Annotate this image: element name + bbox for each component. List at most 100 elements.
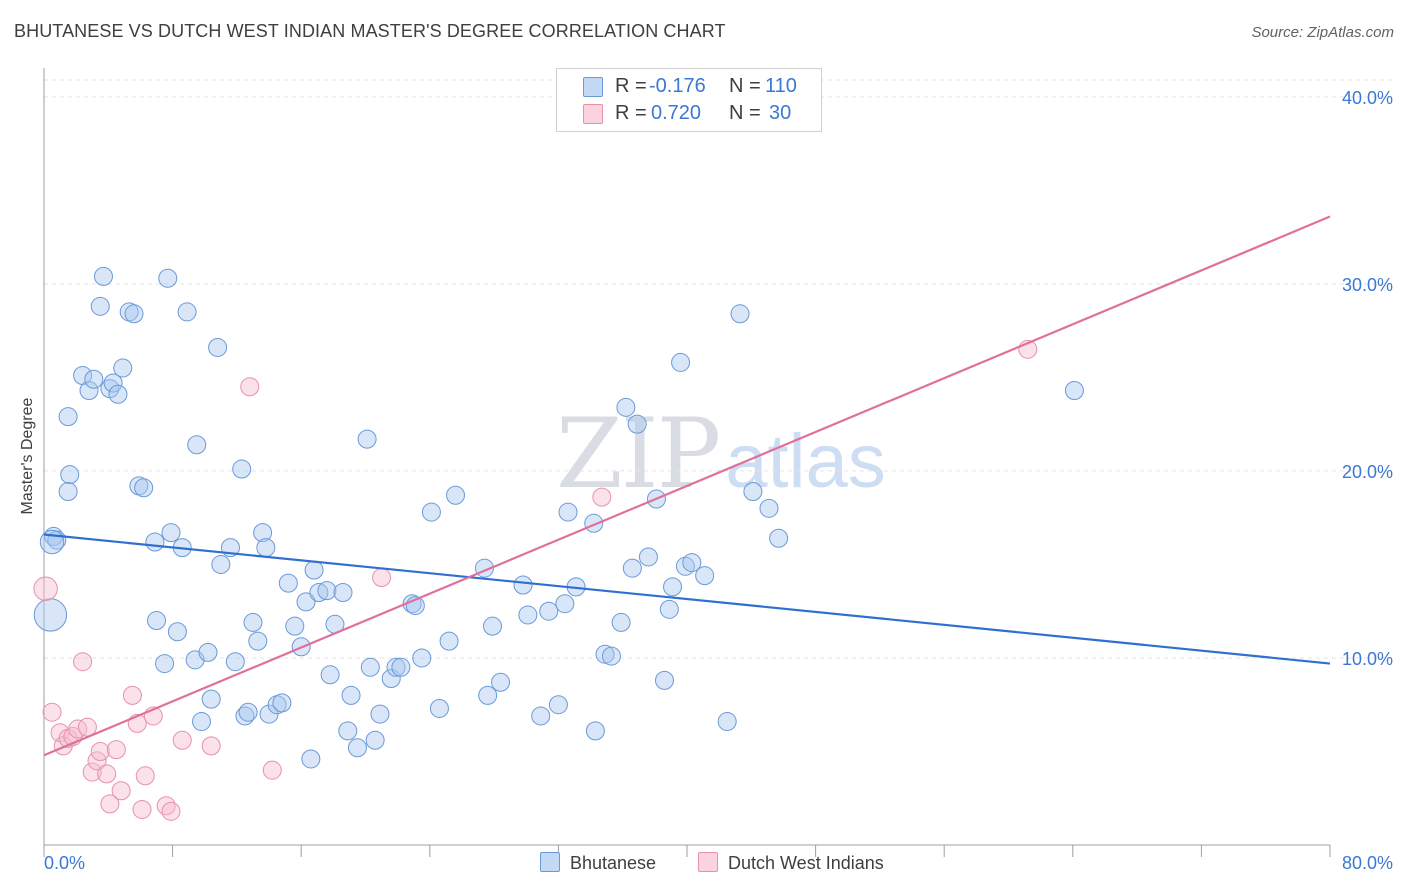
bhutanese-point <box>58 481 78 501</box>
y-tick-label: 30.0% <box>1342 275 1393 295</box>
dutch-west-indians-point <box>201 736 221 756</box>
bottom-legend-swatch-pink <box>698 852 718 872</box>
bhutanese-point <box>531 706 551 726</box>
bhutanese-point <box>320 665 340 685</box>
bhutanese-point <box>301 749 321 769</box>
watermark-atlas: atlas <box>725 419 886 504</box>
bhutanese-point <box>256 538 276 558</box>
bhutanese-point <box>145 532 165 552</box>
bhutanese-point <box>360 657 380 677</box>
bottom-legend-label: Bhutanese <box>570 853 657 873</box>
bhutanese-trend-line <box>43 533 1331 665</box>
legend-n-label: N = <box>729 102 761 124</box>
bhutanese-point <box>439 631 459 651</box>
bhutanese-point <box>491 672 511 692</box>
bhutanese-point <box>627 414 647 434</box>
legend-swatch-blue <box>583 77 603 97</box>
bhutanese-point <box>79 380 99 400</box>
legend-n-value: 110 <box>765 75 797 97</box>
bhutanese-point <box>309 582 329 602</box>
bhutanese-point <box>421 502 441 522</box>
x-tick-label: 80.0% <box>1342 853 1393 873</box>
dutch-west-indians-point <box>262 760 282 780</box>
bhutanese-point <box>717 712 737 732</box>
bhutanese-point <box>167 622 187 642</box>
bottom-legend-swatch-blue <box>540 852 560 872</box>
source-label: Source: ZipAtlas.com <box>1251 24 1394 41</box>
bhutanese-point <box>134 478 154 498</box>
watermark-zip: ZIP <box>556 398 721 510</box>
bhutanese-point <box>198 642 218 662</box>
bhutanese-point <box>1064 380 1084 400</box>
bottom-legend-bhutanese: Bhutanese <box>540 852 656 874</box>
bottom-legend-label: Dutch West Indians <box>728 853 884 873</box>
bhutanese-point <box>243 612 263 632</box>
dutch-west-indians-point <box>240 377 260 397</box>
bhutanese-point <box>391 657 411 677</box>
legend-r-label: R = <box>615 102 647 124</box>
bhutanese-point <box>638 547 658 567</box>
bhutanese-point <box>90 296 110 316</box>
bhutanese-point <box>518 605 538 625</box>
bhutanese-point <box>743 481 763 501</box>
bhutanese-point <box>601 646 621 666</box>
bhutanese-point <box>33 598 68 632</box>
bhutanese-point <box>539 601 559 621</box>
bhutanese-point <box>659 599 679 619</box>
bhutanese-point <box>759 498 779 518</box>
bhutanese-point <box>675 556 695 576</box>
bhutanese-point <box>365 730 385 750</box>
dutch-west-indians-point <box>68 719 88 739</box>
bhutanese-point <box>381 669 401 689</box>
bhutanese-point <box>248 631 268 651</box>
bhutanese-point <box>158 268 178 288</box>
x-tick-label: 0.0% <box>44 853 85 873</box>
bhutanese-point <box>161 523 181 543</box>
legend-r-value: -0.176 <box>649 75 706 97</box>
legend-n-label: N = <box>729 75 761 97</box>
bhutanese-point <box>201 689 221 709</box>
bhutanese-point <box>429 698 449 718</box>
legend-n-value: 30 <box>769 102 792 124</box>
bhutanese-point <box>211 554 231 574</box>
bhutanese-point <box>238 702 258 722</box>
bhutanese-point <box>730 304 750 324</box>
bhutanese-point <box>278 573 298 593</box>
bhutanese-point <box>225 652 245 672</box>
bhutanese-point <box>60 465 80 485</box>
bhutanese-point <box>147 611 167 631</box>
bhutanese-point <box>622 558 642 578</box>
bhutanese-point <box>370 704 390 724</box>
y-tick-label: 20.0% <box>1342 462 1393 482</box>
bhutanese-point <box>187 435 207 455</box>
dutch-west-indians-trend-line <box>43 215 1331 757</box>
bhutanese-point <box>663 577 683 597</box>
dutch-west-indians-point <box>106 740 126 760</box>
bhutanese-point <box>548 695 568 715</box>
bhutanese-point <box>478 685 498 705</box>
bhutanese-point <box>232 459 252 479</box>
legend-r-label: R = <box>615 75 647 97</box>
bhutanese-point <box>285 616 305 636</box>
bottom-legend-dutch-west-indians: Dutch West Indians <box>698 852 884 874</box>
bhutanese-point <box>177 302 197 322</box>
correlation-legend: R = -0.176 N = 110 R = 0.720 N = 30 <box>556 68 822 132</box>
dutch-west-indians-point <box>592 487 612 507</box>
dutch-west-indians-point <box>132 799 152 819</box>
bhutanese-point <box>611 612 631 632</box>
dutch-west-indians-point <box>73 652 93 672</box>
bhutanese-point <box>558 502 578 522</box>
bhutanese-point <box>338 721 358 741</box>
bhutanese-point <box>412 648 432 668</box>
dutch-west-indians-point <box>82 762 102 782</box>
legend-r-value: 0.720 <box>651 102 702 124</box>
bhutanese-point <box>155 654 175 674</box>
dutch-west-indians-point <box>111 781 131 801</box>
bhutanese-point <box>695 566 715 586</box>
dutch-west-indians-point <box>172 730 192 750</box>
legend-swatch-pink <box>583 104 603 124</box>
bhutanese-point <box>296 592 316 612</box>
bhutanese-point <box>253 523 273 543</box>
dutch-west-indians-point <box>42 702 62 722</box>
